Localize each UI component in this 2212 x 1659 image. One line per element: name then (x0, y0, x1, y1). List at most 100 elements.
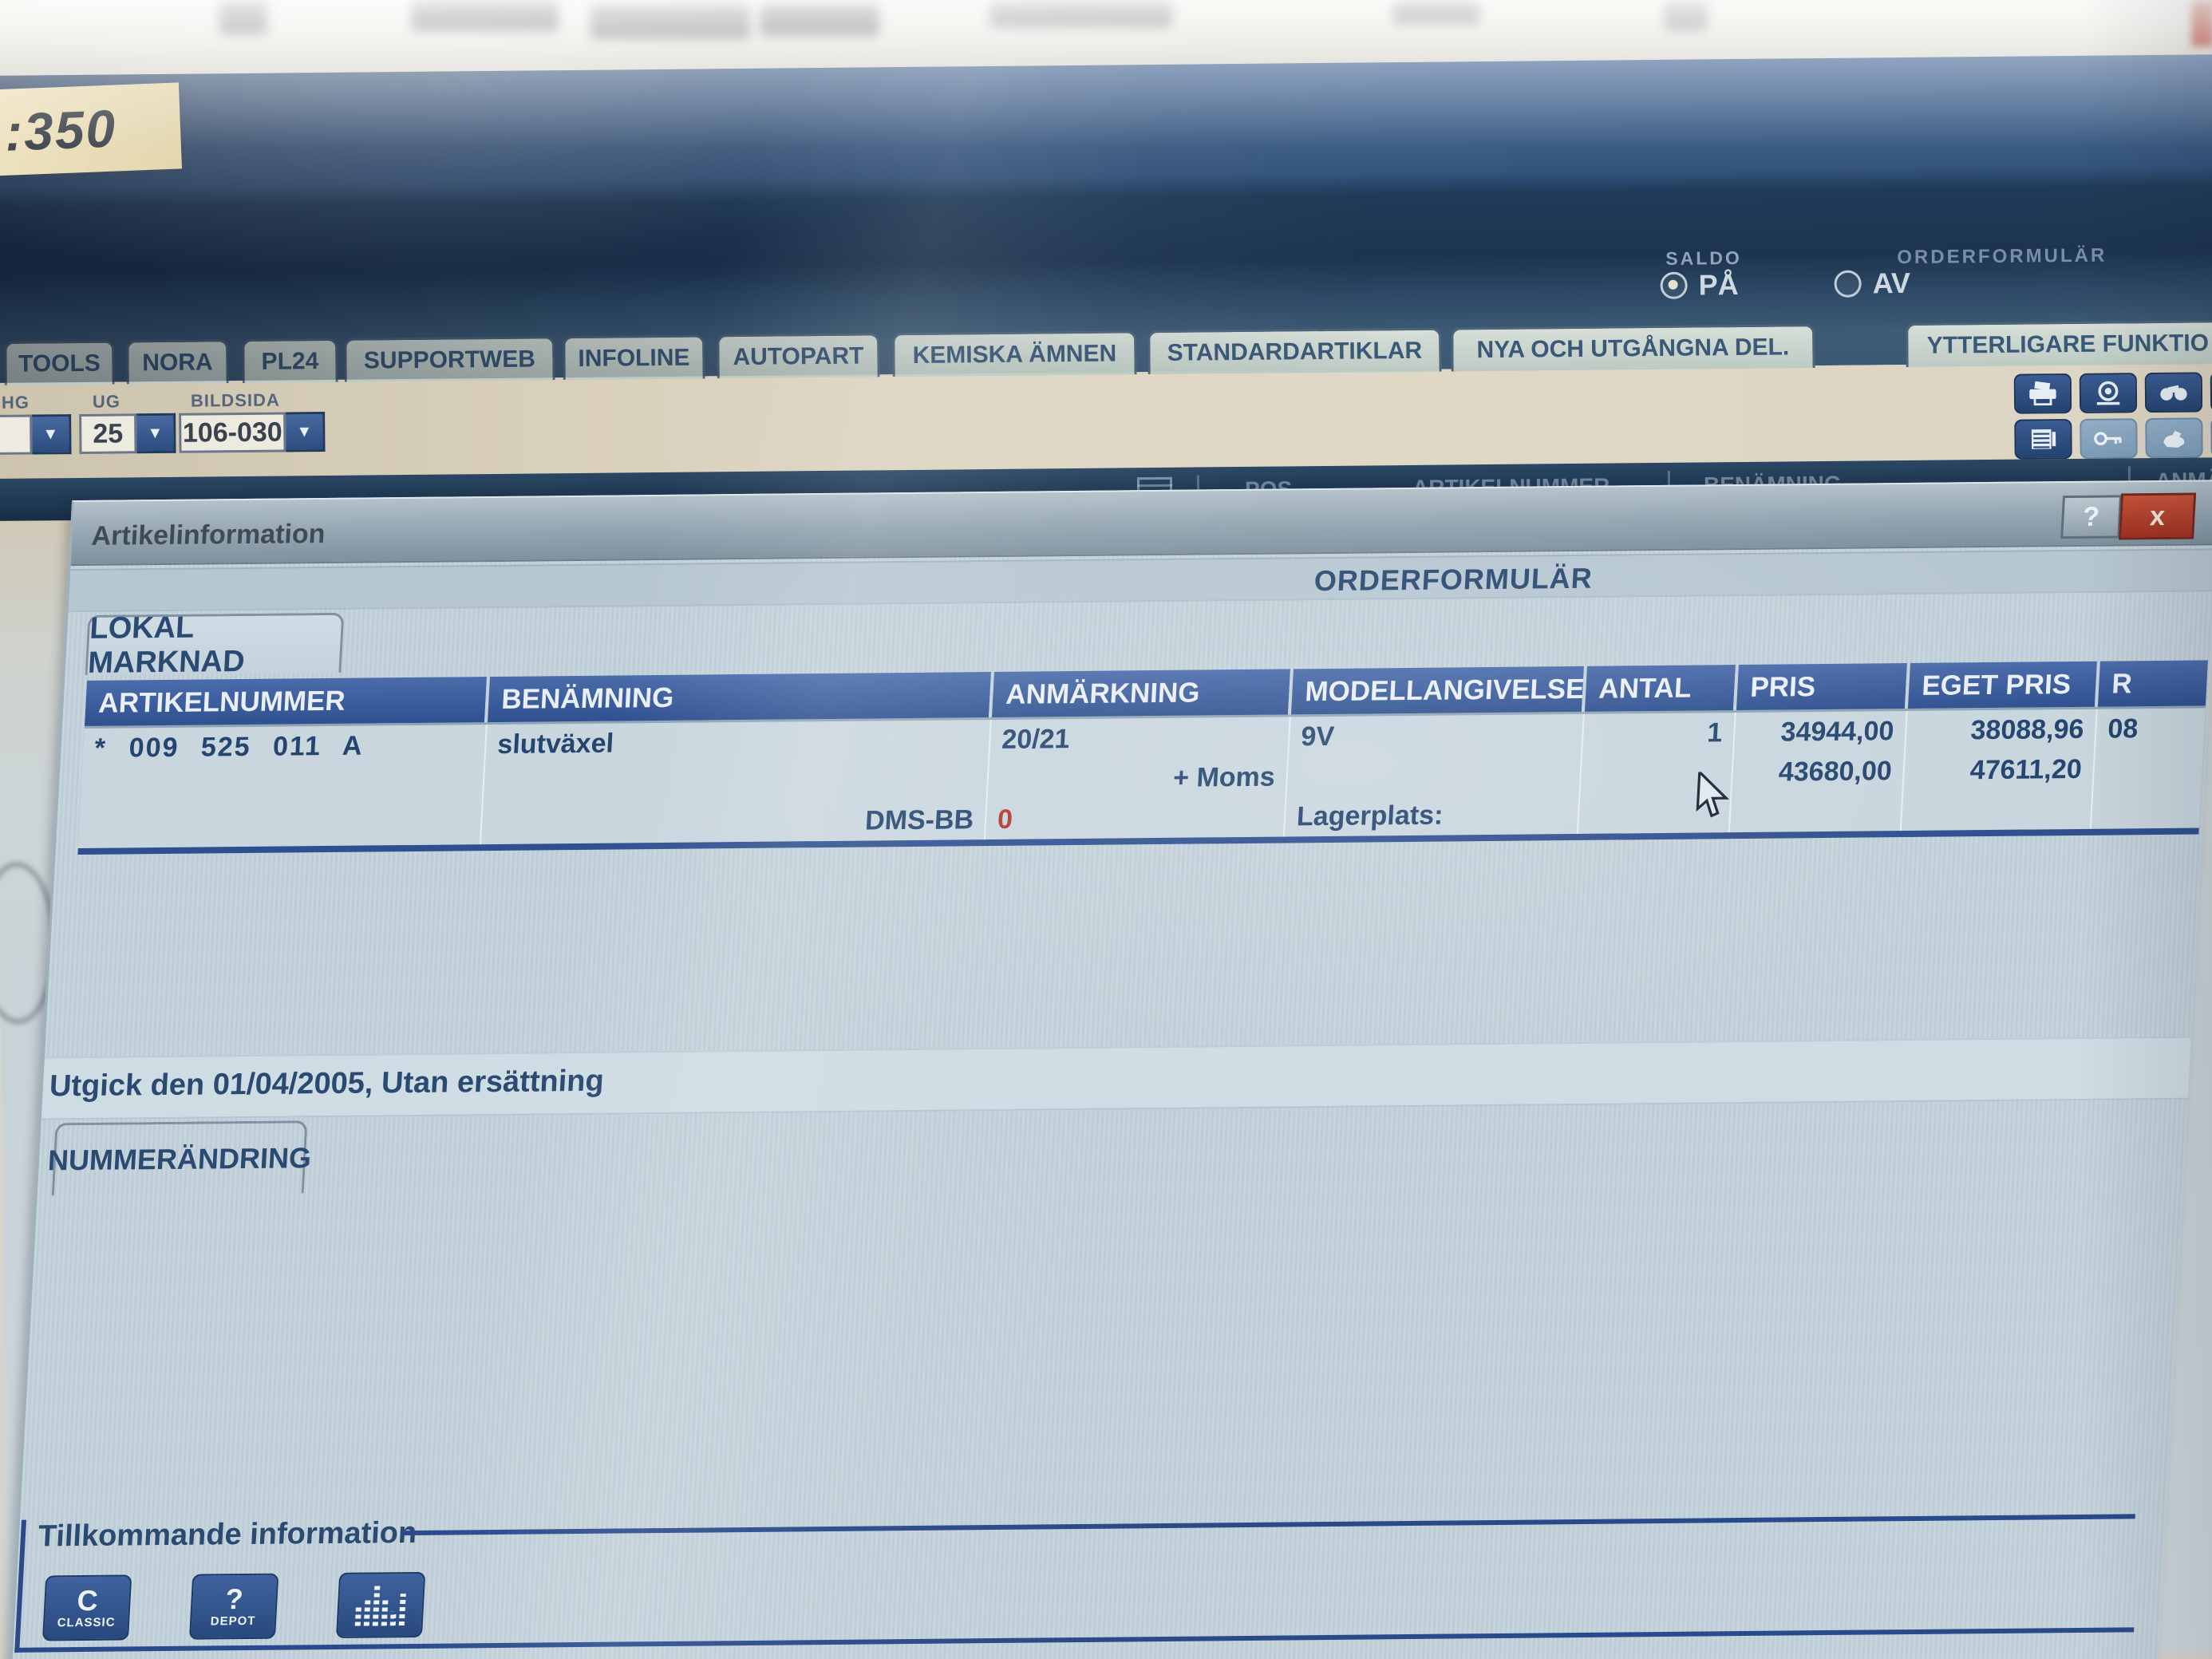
mouse-cursor (1693, 768, 1733, 825)
tab-label: NYA OCH UTGÅNGNA DEL. (1476, 334, 1790, 364)
cell-anmarkning: 20/21 (989, 717, 1291, 760)
statistics-button[interactable] (335, 1571, 426, 1638)
tab-nummerandring[interactable]: NUMMERÄNDRING (47, 1120, 312, 1196)
artikelinformation-dialog: Artikelinformation ? x ORDERFORMULÄR LOK… (5, 480, 2212, 1659)
background-blur-shape (989, 0, 1173, 27)
depot-label: DEPOT (210, 1614, 256, 1629)
radio-on-label: PÅ (1698, 268, 1739, 302)
table-body: * 009 525 011 A slutväxel 20/21 9V 1 3494… (77, 705, 2206, 855)
background-blur-shape (1664, 0, 1708, 30)
tab-pl24[interactable]: PL24 (242, 338, 338, 384)
col-eget-pris: EGET PRIS (1907, 661, 2100, 709)
section-rule (400, 1514, 2135, 1536)
col-anmarkning: ANMÄRKNING (991, 669, 1294, 718)
tab-supportweb[interactable]: SUPPORTWEB (344, 336, 555, 382)
cell-empty (483, 760, 990, 805)
search-button[interactable] (2144, 372, 2203, 413)
tab-kemiska-amnen[interactable]: KEMISKA ÄMNEN (892, 330, 1137, 377)
col-r: R (2097, 660, 2208, 707)
background-blur-shape (591, 3, 750, 38)
cell-dms-value: 0 (985, 796, 1287, 840)
equalizer-icon (354, 1584, 407, 1626)
classic-button[interactable]: C CLASSIC (41, 1574, 132, 1641)
list-button[interactable] (2014, 419, 2072, 460)
print-button[interactable] (2013, 373, 2072, 414)
tab-lokal-marknad[interactable]: LOKAL MARKNAD (85, 611, 345, 680)
radio-on-icon[interactable] (1660, 271, 1688, 299)
col-benamning: BENÄMNING (487, 671, 995, 723)
printer-icon (2029, 381, 2056, 406)
background-red-object (2191, 0, 2212, 46)
cell-modell: 9V (1289, 713, 1585, 757)
additional-info-section: Tillkommande information C CLASSIC ? DEP… (14, 1499, 2141, 1653)
saldo-radio-on[interactable]: PÅ (1660, 268, 1739, 302)
tab-label: STANDARDARTIKLAR (1167, 337, 1423, 366)
cell-moms-pris: 43680,00 (1732, 751, 1906, 793)
hg-dropdown[interactable]: 5 ▼ (0, 414, 72, 456)
tab-standardartiklar[interactable]: STANDARDARTIKLAR (1147, 327, 1442, 375)
cell-r: 08 (2107, 713, 2139, 745)
tab-label: INFOLINE (578, 344, 690, 372)
depot-button[interactable]: ? DEPOT (188, 1573, 279, 1640)
col-pris: PRIS (1736, 662, 1910, 711)
col-modellangivelse: MODELLANGIVELSE (1290, 666, 1587, 715)
cell-moms-label: + Moms (987, 756, 1290, 800)
tab-label: YTTERLIGARE FUNKTIO (1926, 330, 2210, 359)
tab-nya-och-utgangna[interactable]: NYA OCH UTGÅNGNA DEL. (1451, 324, 1815, 372)
cell-empty (80, 764, 486, 808)
tab-label: KEMISKA ÄMNEN (912, 340, 1117, 369)
ug-dropdown-arrow-icon[interactable]: ▼ (136, 413, 176, 454)
radio-off-label: AV (1872, 266, 1911, 300)
cell-empty (1286, 753, 1583, 797)
engine-button[interactable] (2145, 417, 2203, 459)
binoculars-icon (2160, 385, 2187, 401)
engine-icon (2163, 430, 2185, 448)
cell-empty (77, 804, 484, 849)
saldo-radio-off[interactable]: AV (1834, 267, 1910, 301)
cell-lagerplats: Lagerplats: (1284, 793, 1581, 837)
discontinued-notice-band: Utgick den 01/04/2005, Utan ersättning (41, 1036, 2191, 1120)
cell-empty (2093, 748, 2203, 788)
tab-label: TOOLS (18, 350, 101, 377)
cell-antal: 1 (1582, 713, 1736, 754)
dialog-title: Artikelinformation (90, 519, 326, 551)
cell-dms-label: DMS-BB (480, 800, 988, 845)
background-blur-shape (760, 3, 879, 35)
hg-value[interactable]: 5 (0, 414, 33, 456)
close-button[interactable]: x (2119, 492, 2197, 540)
bildsida-dropdown[interactable]: 106-030 ▼ (179, 412, 326, 453)
article-table: ARTIKELNUMMER BENÄMNING ANMÄRKNING MODEL… (77, 660, 2208, 855)
tab-ytterligare-funktioner[interactable]: YTTERLIGARE FUNKTIO (1906, 320, 2212, 367)
key-button[interactable] (2080, 418, 2138, 459)
wheel-icon (2096, 381, 2120, 405)
tab-infoline[interactable]: INFOLINE (563, 334, 705, 381)
bildsida-label: BILDSIDA (190, 389, 280, 411)
tab-label: LOKAL MARKNAD (87, 610, 246, 680)
article-flag: * (93, 733, 106, 764)
cell-empty (2092, 788, 2202, 828)
tab-nora[interactable]: NORA (126, 339, 229, 385)
help-button[interactable]: ? (2060, 495, 2123, 539)
article-number: 009 525 011 A (128, 730, 365, 764)
cell-empty (1901, 788, 2094, 831)
tab-label: PL24 (261, 348, 319, 375)
ug-dropdown[interactable]: 25 ▼ (79, 413, 176, 454)
tab-tools[interactable]: TOOLS (4, 340, 115, 385)
background-blur-shape (411, 0, 559, 30)
wheel-button[interactable] (2079, 373, 2138, 413)
bildsida-value[interactable]: 106-030 (179, 412, 286, 453)
key-icon (2094, 432, 2122, 445)
hg-label: HG (1, 392, 30, 413)
radio-off-icon[interactable] (1834, 270, 1862, 298)
hg-dropdown-arrow-icon[interactable]: ▼ (32, 414, 72, 455)
tab-label: NORA (142, 349, 213, 377)
background-blur-shape (1392, 0, 1480, 24)
tab-label: SUPPORTWEB (363, 346, 536, 374)
bildsida-dropdown-arrow-icon[interactable]: ▼ (286, 412, 326, 452)
cell-moms-eget: 47611,20 (1903, 749, 2096, 792)
ug-label: UG (92, 391, 121, 412)
ug-value[interactable]: 25 (79, 413, 137, 454)
monitor-sticker-label: :350 (0, 82, 182, 176)
tab-autopart[interactable]: AUTOPART (717, 333, 880, 379)
